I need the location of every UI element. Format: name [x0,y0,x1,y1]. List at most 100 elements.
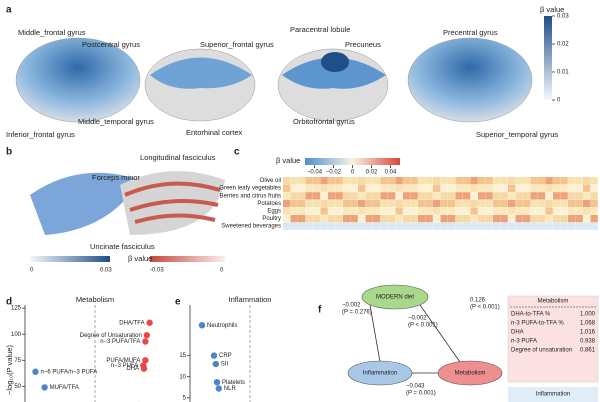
cell [418,215,426,223]
cell [365,199,373,208]
cell [290,199,298,208]
cell [523,177,531,185]
cell [298,215,306,223]
cell [590,222,598,230]
cell [508,177,516,185]
y-tick-label: 15 [179,353,186,359]
cell [290,207,298,215]
cell [283,222,291,230]
cell [530,207,538,215]
row-label: Sweetened beverages [221,224,281,230]
cell [403,177,411,185]
cell [410,215,418,223]
cell [448,192,456,200]
cell [590,199,598,208]
cell [485,177,493,185]
cell [395,215,403,223]
cell [313,184,321,192]
cell [425,199,433,208]
cell [538,215,546,223]
cell [358,199,366,208]
cell [575,215,583,223]
cell [388,222,396,230]
cell [455,192,463,200]
tick-label: 0 [557,98,561,104]
cell [500,215,508,223]
cell [425,215,433,223]
cell [553,192,561,200]
cell [515,184,523,192]
cell [373,199,381,208]
cell [470,207,478,215]
cell [455,207,463,215]
cell [575,184,583,192]
region-label: Inferior_frontal gyrus [6,130,75,139]
point-label: n−3 PUFA/TFA [100,339,140,345]
cell [425,184,433,192]
cell [380,192,388,200]
cell [313,177,321,185]
cell [328,222,336,230]
point [142,338,149,345]
table-header: Metabolism [538,299,569,305]
cell [590,184,598,192]
cell [508,199,516,208]
cell [560,184,568,192]
cell [343,192,351,200]
cell [343,177,351,185]
cell [530,215,538,223]
row-label: Olive oil [260,178,281,184]
cell [500,207,508,215]
cell [328,199,336,208]
edge-label: (P < 0.001) [470,305,500,311]
cell [575,199,583,208]
point [212,360,219,368]
cell [395,207,403,215]
cell [553,207,561,215]
chart-title: Metabolism [76,295,114,304]
cell [395,177,403,185]
cell [493,222,501,230]
cell [545,177,553,185]
cell [440,222,448,230]
cell [373,215,381,223]
cell [388,192,396,200]
cell [365,215,373,223]
cell [388,177,396,185]
cell [590,207,598,215]
tick-label: 0 [351,170,355,176]
cell [478,192,486,200]
region-label: Paracentral lobule [290,25,350,34]
edge-label: 0.126 [470,298,486,304]
cell [463,222,471,230]
cell [388,184,396,192]
cell [463,215,471,223]
cell [463,207,471,215]
region-label: Superior_frontal gyrus [200,40,274,49]
tick-label: 0.03 [557,14,569,20]
table-cell: 0.938 [580,339,596,345]
cell [448,207,456,215]
cell [485,207,493,215]
cell [425,177,433,185]
cell [440,177,448,185]
cell [358,222,366,230]
tick-label: −0.02 [326,170,342,176]
tick-label: 0 [30,268,34,274]
cell [568,215,576,223]
tick-label: 0.03 [100,268,112,274]
cell [290,222,298,230]
table-header: Inflammation [536,392,570,398]
cell [478,222,486,230]
cell [455,184,463,192]
cell [283,184,291,192]
cell [568,192,576,200]
cell [560,215,568,223]
cell [313,192,321,200]
cell [523,215,531,223]
cell [553,222,561,230]
region-label: Orbitofrontal gyrus [293,117,355,126]
cell [463,192,471,200]
cell [350,215,358,223]
